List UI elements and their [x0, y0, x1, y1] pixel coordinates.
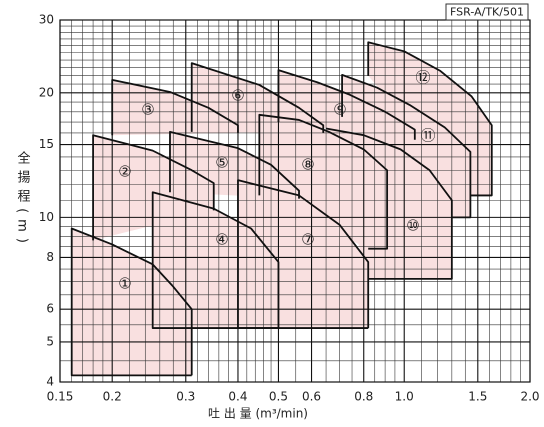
region-outline — [151, 191, 280, 329]
x-tick-label: 1.0 — [395, 390, 414, 404]
code-label: FSR-A/TK/501 — [450, 6, 524, 19]
region-outline — [258, 113, 389, 250]
y-tick-label: 6 — [46, 302, 54, 316]
y-tick-label: 30 — [39, 13, 54, 27]
x-tick-label: 0.15 — [47, 390, 74, 404]
x-tick-label: 0.5 — [269, 390, 288, 404]
labels: 0.15 0.2 0.3 0.4 0.5 0.6 0.8 1.0 1.5 2.0 4 5 6 8 10 15 2… — [39, 13, 540, 404]
region-outline — [169, 130, 300, 199]
x-tick-label: 0.6 — [302, 390, 321, 404]
region-outline — [277, 69, 416, 140]
region-label: ⑥ — [231, 87, 244, 105]
region-label: ⑩ — [406, 217, 419, 235]
x-tick-label: 0.8 — [354, 390, 373, 404]
y-tick-label: 8 — [46, 250, 54, 264]
region-outline — [237, 179, 370, 329]
region-label: ⑫ — [415, 69, 430, 87]
region-outline — [111, 78, 239, 136]
region-label: ② — [118, 163, 131, 181]
y-tick-label: 10 — [39, 210, 54, 224]
region-label: ⑧ — [301, 156, 314, 174]
y-tick-label: 4 — [46, 375, 54, 389]
region-label: ③ — [141, 101, 154, 119]
region-outline — [367, 41, 493, 197]
x-axis-label: 吐 出 量 (m³/min) — [208, 407, 308, 421]
region-outline — [92, 134, 215, 241]
region-label: ⑪ — [420, 127, 435, 145]
region-outline — [70, 227, 193, 377]
region-label: ⑦ — [301, 231, 314, 249]
region-outline — [341, 74, 472, 219]
region-label: ① — [118, 275, 131, 293]
region-outline — [325, 127, 453, 280]
y-axis-label: 全揚程(m) — [15, 151, 31, 249]
region-label: ⑤ — [215, 154, 228, 172]
region-fills — [71, 42, 492, 376]
x-tick-label: 0.2 — [103, 390, 122, 404]
x-tick-label: 0.4 — [228, 390, 247, 404]
code-box — [445, 3, 529, 21]
region-label: ⑨ — [333, 101, 346, 119]
y-tick-label: 5 — [46, 334, 54, 348]
x-tick-label: 1.5 — [468, 390, 487, 404]
grid — [59, 19, 531, 383]
y-tick-label: 15 — [39, 137, 54, 151]
y-tick-label: 20 — [39, 85, 54, 99]
region-fill — [71, 228, 192, 376]
plot-frame — [59, 19, 531, 383]
region-outlines — [70, 41, 493, 377]
region-label: ④ — [215, 231, 228, 249]
x-tick-label: 2.0 — [520, 390, 539, 404]
x-tick-label: 0.3 — [176, 390, 195, 404]
